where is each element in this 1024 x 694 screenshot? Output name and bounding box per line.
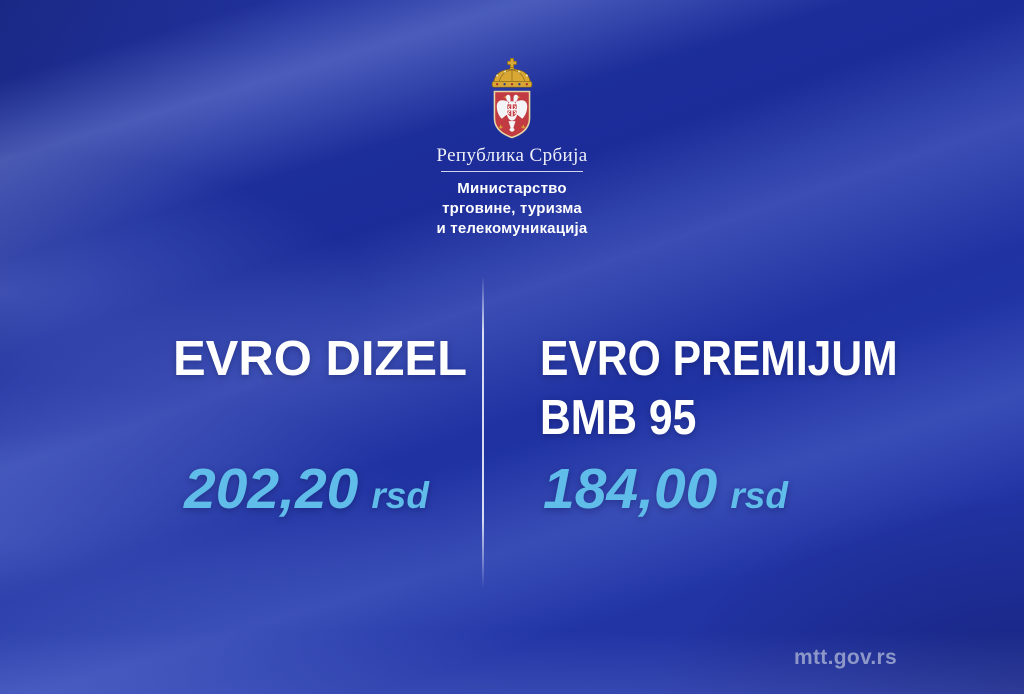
fuel-price-evro-dizel: 202,20 rsd	[184, 460, 429, 525]
header-divider-line	[441, 171, 583, 172]
website-url: mtt.gov.rs	[794, 646, 897, 669]
fuel-name-line-1: EVRO PREMIJUM	[540, 332, 898, 386]
cross-firesteel-shield-icon	[506, 103, 518, 119]
ministry-name-line-2: трговине, туризма	[442, 200, 582, 217]
fuel-name-evro-dizel: EVRO DIZEL	[173, 332, 468, 386]
column-divider-line	[482, 276, 484, 588]
fuel-price-evro-premijum: 184,00 rsd	[543, 460, 788, 525]
republic-title: Република Србија	[436, 145, 588, 166]
fleur-de-lis-icon	[498, 124, 526, 129]
price-currency: rsd	[371, 475, 429, 516]
fuel-name-line-2: BMB 95	[540, 391, 697, 445]
price-currency: rsd	[730, 475, 788, 516]
serbia-coat-of-arms-icon	[491, 58, 533, 139]
ministry-name-line-3: и телекомуникација	[436, 220, 588, 237]
price-amount: 184,00	[543, 457, 718, 521]
ministry-name: Министарство трговине, туризма и телеком…	[0, 179, 1024, 239]
fuel-name-evro-premijum: EVRO PREMIJUM BMB 95	[540, 330, 898, 448]
ministry-header: Република Србија Министарство трговине, …	[0, 57, 1024, 239]
ministry-name-line-1: Министарство	[457, 180, 567, 197]
crown-icon	[491, 58, 533, 88]
price-amount: 202,20	[184, 457, 359, 521]
